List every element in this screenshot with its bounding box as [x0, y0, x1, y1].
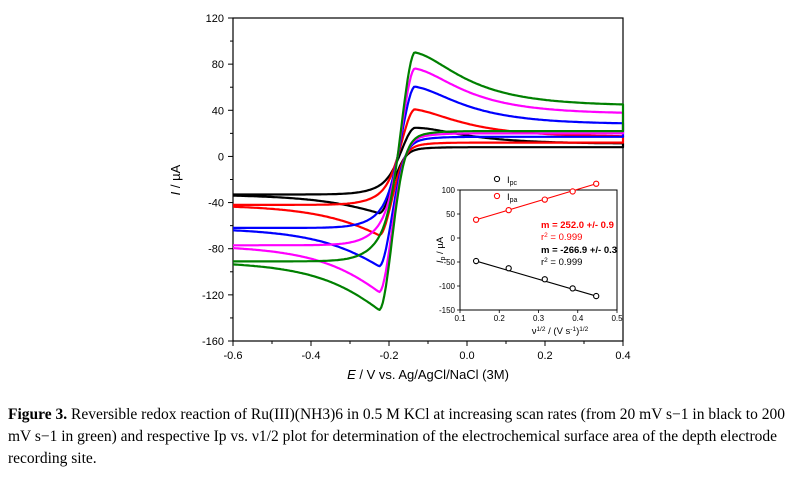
inset-x-tick-label: 0.5 [611, 314, 623, 323]
inset-y-tick-label: -150 [439, 306, 456, 315]
inset-x-axis-title: ν1/2 / (V s-1)1/2 [532, 326, 589, 337]
inset-point-pc [541, 276, 548, 283]
inset-fit-line-pa [475, 183, 597, 221]
x-axis-title: E / V vs. Ag/AgCl/NaCl (3M) [347, 367, 509, 382]
inset-point-pa [593, 180, 600, 187]
inset-point-pa [541, 196, 548, 203]
x-tick-label: -0.6 [224, 350, 243, 362]
inset-background [458, 186, 618, 312]
x-tick-label: 0.2 [537, 350, 552, 362]
legend-label-pa: Ipa [507, 192, 518, 204]
inset-x-tick-label: 0.2 [494, 314, 506, 323]
cv-curve-0 [233, 126, 625, 215]
inset-point-pa [505, 207, 512, 214]
figure-svg: -0.6 -0.4 -0.2 0.0 0.2 0.4 -160 -120 -80 -40 0 40 80… [168, 13, 631, 382]
cv-curve-1 [232, 108, 625, 237]
inset-y-tick-label: 50 [446, 210, 455, 219]
y-tick-label: -120 [202, 290, 224, 302]
inset-fit-line-pc [475, 260, 597, 297]
inset-point-pa [472, 216, 480, 223]
caption-text: Reversible redox reaction of Ru(III)(NH3… [8, 406, 785, 467]
inset-point-pa [569, 188, 576, 195]
x-tick-label: -0.4 [302, 350, 321, 362]
inset-y-tick-label: -50 [443, 258, 455, 267]
main-axes-ticks: -0.6 -0.4 -0.2 0.0 0.2 0.4 -160 -120 -80 -40 0 40 80… [202, 13, 631, 362]
y-tick-label: -40 [208, 198, 224, 210]
x-tick-label: 0.4 [615, 350, 630, 362]
legend-marker-pc [493, 175, 501, 183]
fit-r2-pa: r2 = 0.999 [541, 232, 582, 243]
fit-slope-pc: m = -266.9 +/- 0.3 [541, 245, 617, 256]
y-tick-label: 80 [212, 59, 224, 71]
inset-point-pc [505, 265, 512, 272]
inset-x-tick-label: 0.1 [454, 314, 466, 323]
inset-y-tick-label: -100 [439, 282, 456, 291]
y-tick-label: -160 [202, 336, 224, 348]
inset-axes-ticks: 0.1 0.2 0.3 0.4 0.5 -150 -100 -50 0 50 100 [439, 186, 623, 323]
figure-caption: Figure 3. Reversible redox reaction of R… [8, 404, 792, 470]
x-tick-label: -0.2 [380, 350, 399, 362]
fit-slope-pa: m = 252.0 +/- 0.9 [541, 220, 614, 231]
inset-y-tick-label: 0 [451, 234, 456, 243]
y-tick-label: -80 [208, 244, 224, 256]
caption-label: Figure 3. [8, 406, 68, 423]
inset-point-pc [593, 292, 600, 300]
inset-point-pc [569, 285, 576, 292]
legend-label-pc: Ipc [507, 175, 518, 187]
y-tick-label: 120 [206, 13, 224, 25]
y-tick-label: 0 [218, 151, 224, 163]
cv-curves [232, 51, 625, 311]
inset-point-pc [472, 257, 480, 265]
fit-r2-pc: r2 = 0.999 [541, 257, 582, 268]
inset-x-tick-label: 0.3 [533, 314, 545, 323]
inset-x-tick-label: 0.4 [572, 314, 584, 323]
x-tick-label: 0.0 [459, 350, 474, 362]
inset-y-axis-title: Ip / µA [435, 236, 447, 263]
inset-marks [472, 180, 600, 300]
legend-marker-pa [493, 192, 501, 200]
y-tick-label: 40 [212, 105, 224, 117]
inset-y-tick-label: 100 [442, 186, 456, 195]
cv-curve-4 [232, 51, 625, 311]
y-axis-title: I / µA [168, 164, 183, 195]
